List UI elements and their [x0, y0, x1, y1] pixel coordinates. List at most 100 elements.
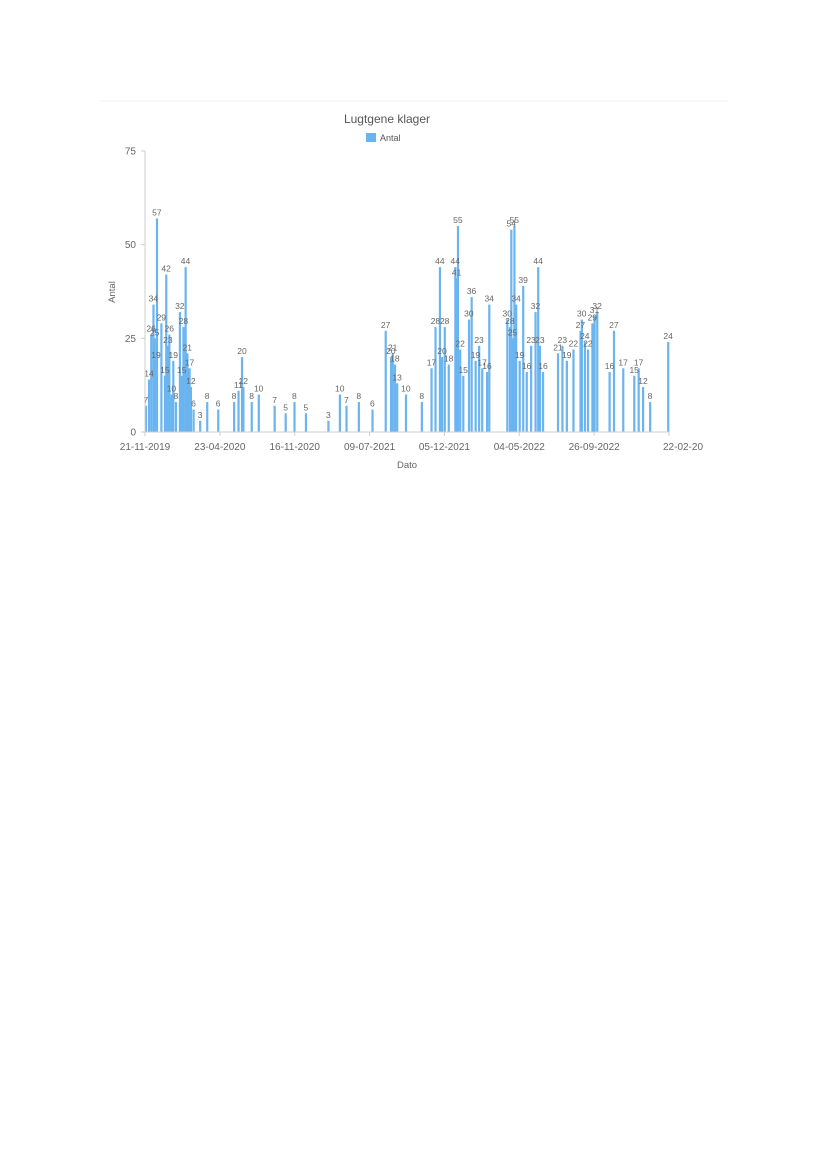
bar	[144, 405, 148, 432]
x-tick-label: 21-11-2019	[120, 442, 171, 453]
bar	[667, 342, 670, 432]
bar-value-label: 12	[638, 376, 648, 386]
bar	[166, 345, 170, 432]
bar	[525, 372, 528, 432]
bar	[622, 368, 625, 432]
bar	[237, 390, 240, 432]
bar-value-label: 27	[576, 320, 586, 330]
bar-value-label: 28	[431, 316, 441, 326]
bar	[510, 229, 513, 432]
bar	[199, 420, 202, 432]
bar-value-label: 22	[583, 339, 593, 349]
bar	[565, 360, 568, 432]
bar-value-label: 13	[392, 372, 402, 382]
y-tick-label: 25	[125, 334, 137, 345]
bar-value-label: 15	[629, 365, 639, 375]
bar	[459, 349, 462, 432]
bar	[572, 349, 575, 432]
legend-label: Antal	[380, 133, 401, 143]
bar	[250, 402, 253, 432]
legend-swatch	[366, 133, 376, 142]
bar	[273, 405, 276, 432]
bar	[434, 327, 437, 432]
bar	[481, 368, 484, 432]
bar	[284, 413, 287, 432]
bar-value-label: 57	[152, 207, 162, 217]
bar-value-label: 8	[249, 391, 254, 401]
bar-value-label: 28	[440, 316, 450, 326]
bar-value-label: 29	[588, 312, 598, 322]
bar	[384, 330, 387, 432]
bar-value-label: 17	[477, 357, 487, 367]
bar-value-label: 11	[234, 380, 243, 390]
bar-value-label: 19	[515, 350, 525, 360]
bar-value-label: 20	[237, 346, 247, 356]
bar	[455, 278, 458, 432]
bar-value-label: 44	[181, 256, 191, 266]
bar-value-label: 3	[198, 410, 203, 420]
bar	[182, 327, 185, 432]
bar	[586, 349, 590, 432]
bar	[583, 342, 587, 432]
bar	[233, 402, 236, 432]
bar-value-label: 8	[356, 391, 361, 401]
bar	[371, 409, 374, 432]
bar-value-label: 15	[177, 365, 187, 375]
bar-value-label: 25	[508, 327, 518, 337]
bar-value-label: 39	[518, 275, 528, 285]
bar	[345, 405, 348, 432]
bar	[152, 304, 155, 432]
bar	[608, 372, 611, 432]
bar-value-label: 18	[444, 354, 454, 364]
bar	[186, 353, 189, 432]
bar	[420, 402, 423, 432]
bar	[474, 360, 477, 432]
bar-value-label: 15	[160, 365, 170, 375]
bar-value-label: 19	[471, 350, 481, 360]
bar	[470, 297, 473, 432]
bar-value-label: 5	[283, 402, 288, 412]
bar	[147, 379, 151, 432]
bar	[155, 218, 159, 432]
x-tick-label: 04-05-2022	[494, 442, 546, 453]
bar-value-label: 27	[609, 320, 619, 330]
bar-value-label: 55	[510, 215, 520, 225]
bar	[591, 323, 594, 432]
bar	[593, 315, 596, 432]
bar-value-label: 19	[168, 350, 178, 360]
bar	[534, 312, 537, 432]
x-tick-label: 16-11-2020	[270, 442, 321, 453]
bar	[180, 375, 183, 432]
bar-value-label: 54	[506, 219, 516, 229]
bar	[153, 338, 156, 432]
x-tick-label: 22-02-20	[663, 442, 703, 453]
bar	[561, 345, 564, 432]
bar-value-label: 10	[401, 384, 411, 394]
bar-value-label: 18	[390, 354, 400, 364]
bar	[327, 420, 330, 432]
bar-value-label: 28	[179, 316, 189, 326]
bar-value-label: 7	[344, 395, 349, 405]
bar	[206, 402, 209, 432]
bar	[404, 394, 408, 432]
bar-value-label: 28	[505, 316, 515, 326]
bar-value-label: 17	[427, 357, 437, 367]
bar-value-label: 8	[648, 391, 653, 401]
bar	[178, 312, 182, 432]
bar-value-label: 21	[183, 342, 193, 352]
bar	[168, 334, 171, 432]
bar	[165, 274, 168, 432]
x-tick-label: 09-07-2021	[344, 442, 396, 453]
bar-value-label: 44	[533, 256, 543, 266]
bar	[478, 345, 481, 432]
bar	[242, 387, 245, 432]
bar	[393, 364, 397, 432]
bar	[511, 338, 514, 432]
bar-value-label: 22	[569, 339, 579, 349]
bar	[462, 375, 465, 432]
bar-value-label: 17	[618, 357, 628, 367]
bar-value-label: 21	[388, 342, 398, 352]
bar	[508, 327, 512, 432]
bar-value-label: 6	[216, 399, 221, 409]
bar-value-label: 15	[458, 365, 468, 375]
